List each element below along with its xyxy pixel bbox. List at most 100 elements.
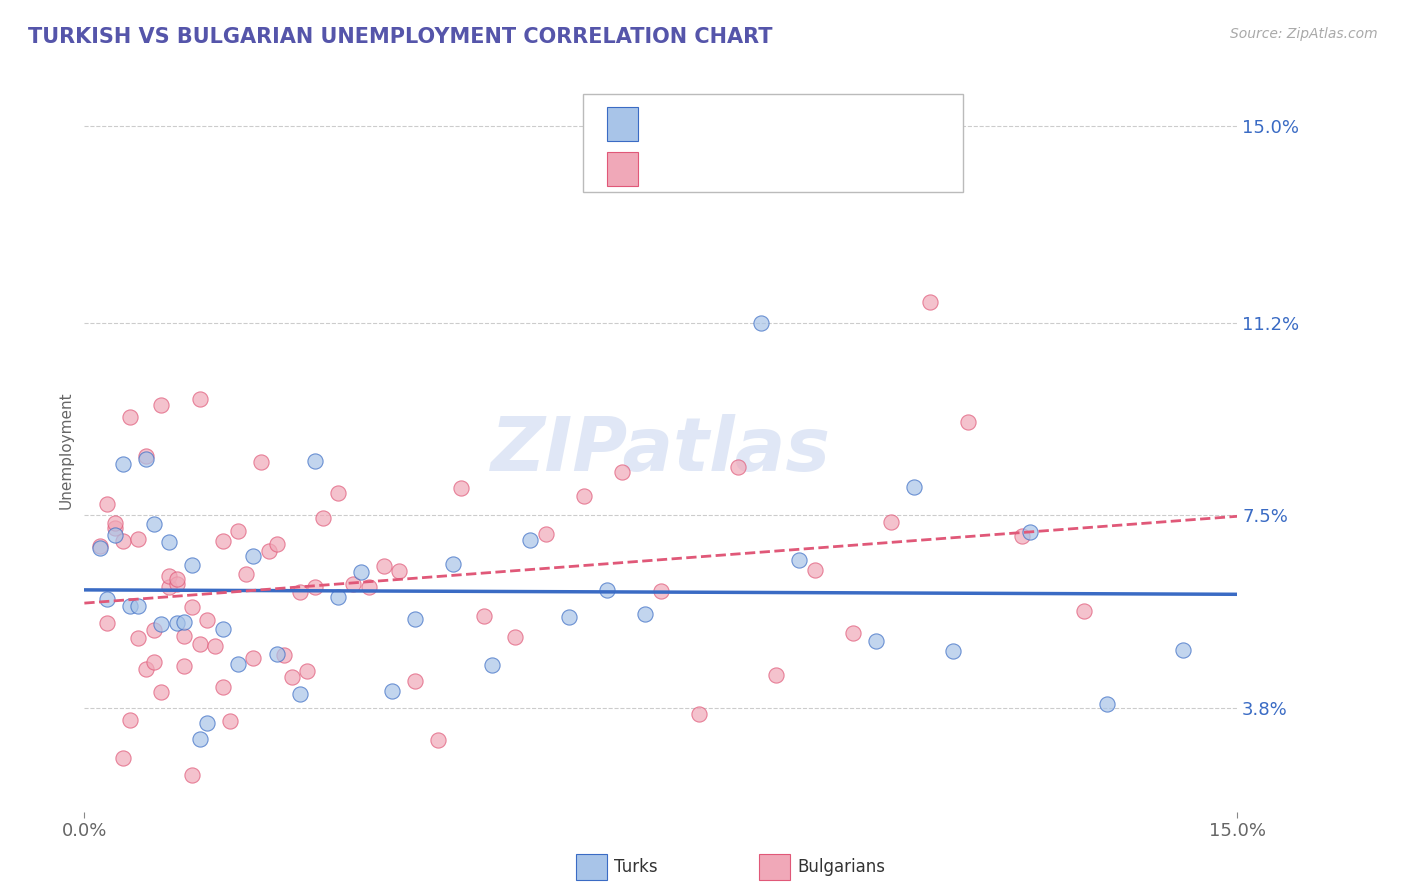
Point — [957, 415, 980, 429]
Point — [311, 510, 333, 524]
Point — [865, 634, 887, 648]
Point — [304, 580, 326, 594]
Point — [157, 534, 180, 549]
Text: N =: N = — [748, 116, 796, 134]
Point — [918, 294, 941, 309]
Point — [297, 664, 319, 678]
Point — [111, 534, 134, 549]
Point — [104, 528, 127, 542]
Point — [1173, 642, 1195, 657]
Point — [150, 685, 173, 699]
Point — [1011, 529, 1033, 543]
Text: Source: ZipAtlas.com: Source: ZipAtlas.com — [1230, 27, 1378, 41]
Text: TURKISH VS BULGARIAN UNEMPLOYMENT CORRELATION CHART: TURKISH VS BULGARIAN UNEMPLOYMENT CORREL… — [28, 27, 773, 46]
Point — [127, 532, 149, 546]
Point — [173, 629, 195, 643]
Point — [842, 626, 865, 640]
Point — [450, 481, 472, 495]
Point — [634, 607, 657, 621]
Text: R =: R = — [652, 116, 689, 134]
Point — [142, 623, 165, 637]
Point — [441, 558, 464, 572]
Point — [150, 398, 173, 412]
Point — [257, 544, 280, 558]
Point — [135, 451, 157, 466]
Point — [226, 657, 249, 672]
Point — [381, 684, 404, 698]
Point — [787, 553, 810, 567]
Point — [942, 644, 965, 658]
Point — [111, 751, 134, 765]
Point — [166, 577, 188, 591]
Point — [342, 577, 364, 591]
Text: ZIPatlas: ZIPatlas — [491, 414, 831, 487]
Point — [127, 599, 149, 613]
Point — [404, 612, 426, 626]
Point — [350, 565, 373, 579]
Point — [326, 590, 349, 604]
Point — [572, 489, 595, 503]
Point — [188, 392, 211, 407]
Point — [111, 458, 134, 472]
Point — [596, 583, 619, 598]
Point — [519, 533, 541, 547]
Point — [803, 563, 825, 577]
Point — [135, 449, 157, 463]
Point — [166, 615, 188, 630]
Point — [304, 454, 326, 468]
Point — [181, 599, 204, 614]
Point — [104, 521, 127, 535]
Point — [650, 583, 672, 598]
Point — [157, 580, 180, 594]
Y-axis label: Unemployment: Unemployment — [58, 392, 73, 509]
Point — [426, 732, 449, 747]
Point — [142, 656, 165, 670]
Point — [727, 459, 749, 474]
Text: Bulgarians: Bulgarians — [797, 858, 886, 876]
Point — [157, 568, 180, 582]
Point — [288, 584, 311, 599]
Point — [373, 558, 395, 573]
Point — [120, 599, 142, 613]
Point — [173, 658, 195, 673]
Point — [226, 524, 249, 539]
Text: 68: 68 — [799, 161, 824, 178]
Point — [96, 616, 118, 631]
Point — [288, 687, 311, 701]
Point — [120, 409, 142, 424]
Text: -0.049: -0.049 — [695, 161, 759, 178]
Point — [273, 648, 295, 663]
Point — [96, 592, 118, 607]
Point — [250, 455, 273, 469]
Point — [195, 613, 218, 627]
Point — [765, 668, 787, 682]
Point — [266, 648, 288, 662]
Point — [472, 609, 495, 624]
Point — [481, 657, 503, 672]
Point — [181, 558, 204, 572]
Point — [89, 541, 111, 556]
Point — [242, 549, 264, 564]
Point — [211, 681, 233, 695]
Text: Turks: Turks — [614, 858, 658, 876]
Text: R =: R = — [652, 161, 689, 178]
Point — [688, 706, 710, 721]
Point — [166, 572, 188, 586]
Point — [150, 616, 173, 631]
Point — [388, 564, 411, 578]
Point — [880, 515, 903, 529]
Point — [211, 622, 233, 636]
Text: 0.170: 0.170 — [695, 116, 751, 134]
Point — [135, 662, 157, 676]
Point — [104, 516, 127, 530]
Point — [326, 486, 349, 500]
Point — [188, 731, 211, 746]
Point — [281, 670, 304, 684]
Point — [219, 714, 242, 728]
Point — [266, 537, 288, 551]
Point — [749, 316, 772, 330]
Point — [211, 534, 233, 549]
Point — [242, 651, 264, 665]
Point — [89, 539, 111, 553]
Point — [173, 615, 195, 630]
